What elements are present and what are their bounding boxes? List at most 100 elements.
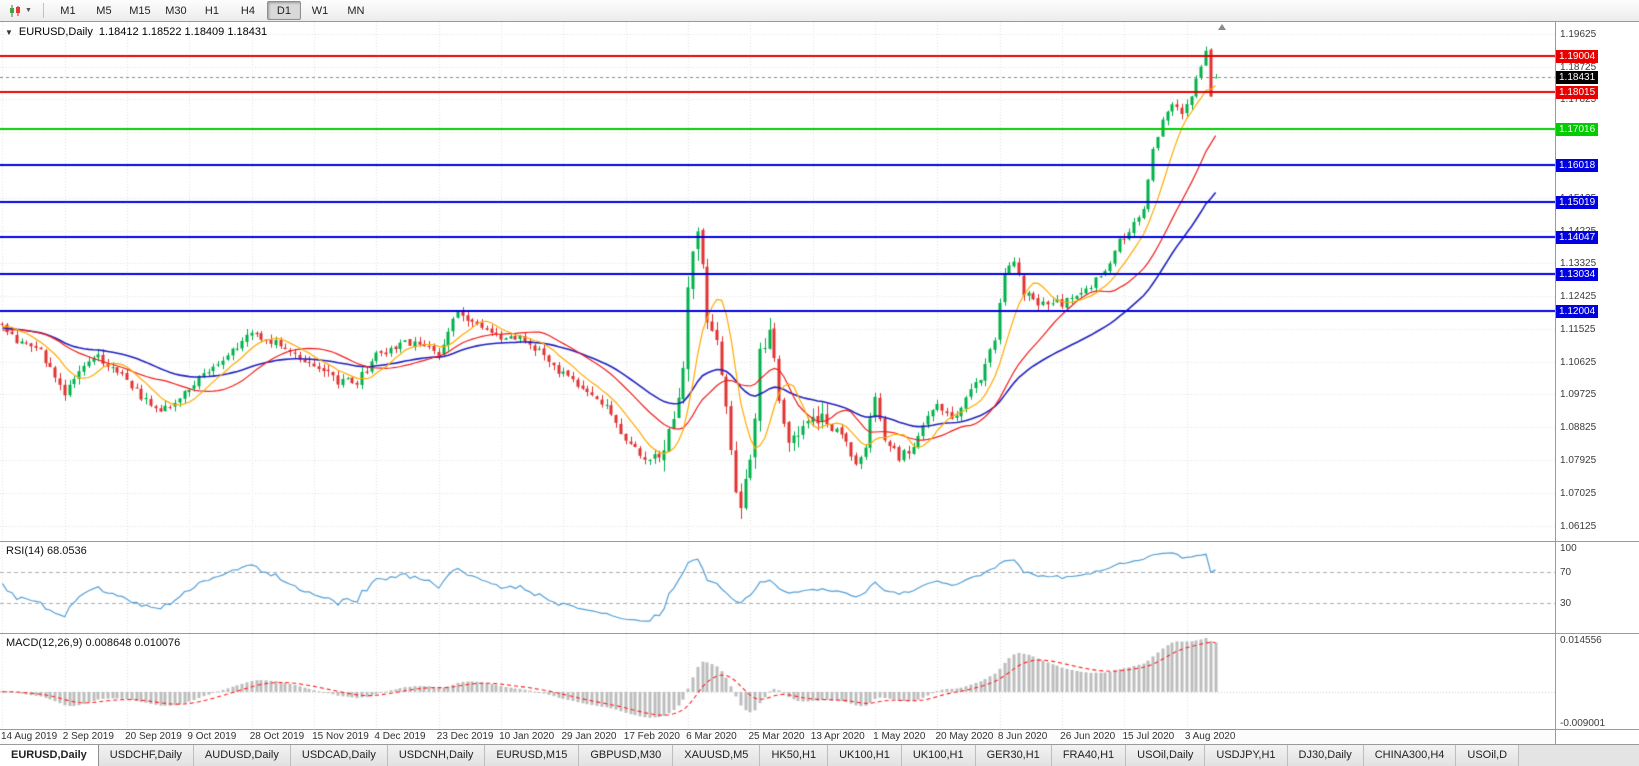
date-label: 15 Nov 2019	[312, 731, 369, 742]
price-tick-label: 1.10625	[1560, 356, 1597, 368]
date-label: 28 Oct 2019	[249, 731, 305, 742]
date-label: 20 Sep 2019	[125, 731, 182, 742]
tab-audusd-daily[interactable]: AUDUSD,Daily	[193, 745, 291, 766]
timeframe-button-m15[interactable]: M15	[129, 4, 151, 17]
price-tick-label: 1.07025	[1560, 487, 1597, 499]
price-level-tag: 1.16018	[1556, 159, 1599, 173]
date-label: 20 May 2020	[935, 731, 994, 742]
main-chart-canvas[interactable]	[0, 22, 1555, 541]
tab-eurusd-daily[interactable]: EURUSD,Daily	[0, 745, 99, 766]
date-label: 3 Aug 2020	[1184, 731, 1236, 742]
date-label: 8 Jun 2020	[997, 731, 1048, 742]
main-chart-panel: 1.196251.187251.178251.169251.160251.151…	[0, 22, 1639, 541]
time-axis[interactable]: 14 Aug 2019 2 Sep 2019 20 Sep 2019 9 Oct 20…	[0, 730, 1555, 744]
timeframe-button-m5[interactable]: M5	[96, 4, 112, 17]
date-label: 14 Aug 2019	[1, 731, 58, 742]
date-label: 9 Oct 2019	[187, 731, 237, 742]
tab-china300-h4[interactable]: CHINA300,H4	[1363, 745, 1457, 766]
price-level-tag: 1.17016	[1556, 122, 1599, 136]
timeframe-button-mn[interactable]: MN	[347, 4, 365, 17]
macd-axis[interactable]: 0.014556 -0.009001	[1555, 634, 1639, 729]
rsi-axis[interactable]: 100 70 30	[1555, 542, 1639, 633]
rsi-panel: 100 70 30 RSI(14) 68.0536	[0, 541, 1639, 633]
rsi-axis-label: 100	[1560, 543, 1577, 554]
chevron-down-icon: ▼	[25, 7, 32, 14]
macd-axis-label: 0.014556	[1560, 635, 1602, 647]
rsi-canvas[interactable]	[0, 542, 1555, 633]
chart-symbol-label: EURUSD,Daily	[18, 26, 93, 38]
toolbar-separator	[42, 3, 44, 18]
date-label: 26 Jun 2020	[1060, 731, 1116, 742]
date-label: 10 Jan 2020	[499, 731, 555, 742]
date-label: 1 May 2020	[873, 731, 926, 742]
rsi-axis-label: 70	[1560, 566, 1572, 578]
timeframe-toolbar: ▼ M1 M5 M15 M30 H1 H4 D1 W1 MN	[0, 0, 1639, 22]
tab-dj30-daily[interactable]: DJ30,Daily	[1287, 745, 1364, 766]
time-axis-panel: 14 Aug 2019 2 Sep 2019 20 Sep 2019 9 Oct 20…	[0, 729, 1639, 744]
timeframe-button-h1[interactable]: H1	[204, 4, 219, 17]
tab-usdcad-daily[interactable]: USDCAD,Daily	[290, 745, 388, 766]
price-level-tag: 1.19004	[1556, 50, 1599, 64]
timeframe-button-m30[interactable]: M30	[165, 4, 187, 17]
price-tick-label: 1.18725	[1560, 61, 1597, 73]
price-level-tag: 1.14047	[1556, 230, 1599, 244]
price-axis[interactable]: 1.196251.187251.178251.169251.160251.151…	[1555, 22, 1639, 541]
macd-canvas[interactable]	[0, 634, 1555, 729]
date-label: 6 Mar 2020	[686, 731, 737, 742]
macd-label: MACD(12,26,9) 0.008648 0.010076	[6, 637, 181, 649]
tab-fra40-h1[interactable]: FRA40,H1	[1051, 745, 1127, 766]
timeframe-button-h4[interactable]: H4	[240, 4, 255, 17]
tab-usdchf-daily[interactable]: USDCHF,Daily	[98, 745, 194, 766]
macd-axis-label: -0.009001	[1560, 718, 1606, 729]
price-tick-label: 1.12425	[1560, 291, 1597, 303]
collapse-chart-icon[interactable]: ▼	[5, 27, 13, 37]
tab-usdcnh-daily[interactable]: USDCNH,Daily	[387, 745, 486, 766]
tab-ger30-h1[interactable]: GER30,H1	[975, 745, 1052, 766]
price-tick-label: 1.11525	[1560, 323, 1596, 335]
tab-hk50-h1[interactable]: HK50,H1	[760, 745, 829, 766]
price-tick-label: 1.09725	[1560, 389, 1597, 401]
chart-shift-marker[interactable]	[1218, 24, 1226, 30]
date-label: 23 Dec 2019	[436, 731, 494, 742]
timeframe-button-m1[interactable]: M1	[60, 4, 76, 17]
chart-window: 1.196251.187251.178251.169251.160251.151…	[0, 22, 1639, 744]
tab-uk100-h1[interactable]: UK100,H1	[901, 745, 976, 766]
macd-panel: 0.014556 -0.009001 MACD(12,26,9) 0.008648…	[0, 633, 1639, 729]
tab-xauusd-m5[interactable]: XAUUSD,M5	[673, 745, 761, 766]
symbol-tabbar: EURUSD,Daily USDCHF,Daily AUDUSD,Daily USDC…	[0, 744, 1639, 766]
tab-usoil-daily[interactable]: USOil,Daily	[1126, 745, 1206, 766]
date-label: 2 Sep 2019	[62, 731, 114, 742]
date-label: 29 Jan 2020	[561, 731, 617, 742]
chart-title: ▼ EURUSD,Daily 1.18412 1.18522 1.18409 1…	[5, 26, 267, 38]
price-tick-label: 1.07925	[1560, 454, 1597, 466]
tab-gbpusd-m30[interactable]: GBPUSD,M30	[579, 745, 674, 766]
tab-eurusd-m15[interactable]: EURUSD,M15	[485, 745, 580, 766]
price-tick-label: 1.08825	[1560, 422, 1597, 434]
timeframe-buttons: M1 M5 M15 M30 H1 H4 D1 W1 MN	[50, 1, 374, 20]
rsi-label: RSI(14) 68.0536	[6, 545, 87, 557]
axis-corner	[1555, 730, 1639, 744]
tab-usoil-d[interactable]: USOil,D	[1456, 745, 1520, 766]
price-tick-label: 1.06125	[1560, 520, 1597, 532]
date-label: 13 Apr 2020	[810, 731, 865, 742]
date-label: 15 Jul 2020	[1122, 731, 1175, 742]
chart-type-button[interactable]: ▼	[4, 3, 37, 19]
price-level-tag: 1.18015	[1556, 86, 1599, 100]
timeframe-button-d1[interactable]: D1	[266, 1, 301, 20]
price-level-tag: 1.12004	[1556, 305, 1599, 319]
price-tick-label: 1.13325	[1560, 258, 1597, 270]
candlestick-chart-icon	[10, 4, 20, 17]
price-tick-label: 1.19625	[1560, 28, 1597, 40]
price-tick-label: 1.17825	[1560, 94, 1597, 106]
date-label: 17 Feb 2020	[623, 731, 680, 742]
tab-usdjpy-h1[interactable]: USDJPY,H1	[1205, 745, 1288, 766]
price-level-tag: 1.15019	[1556, 195, 1599, 209]
current-price-tag: 1.18431	[1556, 71, 1599, 85]
timeframe-button-w1[interactable]: W1	[311, 4, 329, 17]
date-label: 25 Mar 2020	[748, 731, 805, 742]
rsi-axis-label: 30	[1560, 598, 1572, 610]
tab-uk100-h1[interactable]: UK100,H1	[828, 745, 902, 766]
price-level-tag: 1.13034	[1556, 267, 1599, 281]
chart-ohlc-values: 1.18412 1.18522 1.18409 1.18431	[98, 26, 268, 38]
date-label: 4 Dec 2019	[374, 731, 426, 742]
